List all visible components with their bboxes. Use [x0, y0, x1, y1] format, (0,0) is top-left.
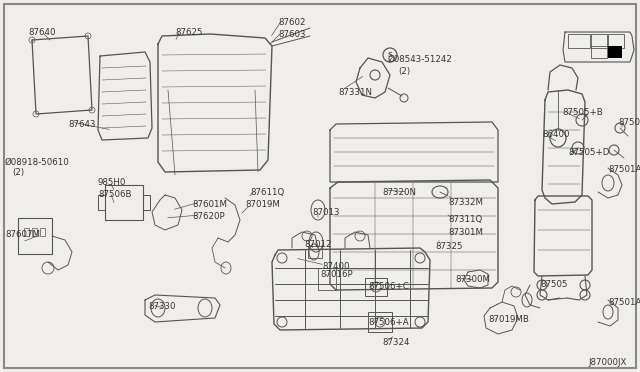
Text: Ø08918-50610: Ø08918-50610 [5, 158, 70, 167]
Text: 87016P: 87016P [320, 270, 353, 279]
Text: 87601M: 87601M [192, 200, 227, 209]
Bar [318, 268, 336, 290]
Text: 87324: 87324 [382, 338, 410, 347]
Bar [24, 228, 29, 236]
Text: S: S [387, 52, 392, 58]
Bar [368, 312, 392, 332]
Text: 87013: 87013 [312, 208, 339, 217]
Text: 87330: 87330 [148, 302, 175, 311]
Text: 87505: 87505 [540, 280, 568, 289]
Text: 87501A: 87501A [608, 298, 640, 307]
Bar [40, 228, 45, 236]
Text: 87640: 87640 [28, 28, 56, 37]
Bar [18, 218, 52, 254]
Text: 87501AA: 87501AA [608, 165, 640, 174]
Text: 87325: 87325 [435, 242, 463, 251]
Text: (2): (2) [398, 67, 410, 76]
Text: (2): (2) [12, 168, 24, 177]
Bar [591, 34, 607, 48]
Text: 87331N: 87331N [338, 88, 372, 97]
Text: 87611Q: 87611Q [250, 188, 284, 197]
Bar [591, 46, 607, 58]
Text: 87602: 87602 [278, 18, 305, 27]
Text: 87506: 87506 [618, 118, 640, 127]
Bar [365, 278, 387, 296]
Text: 87019M: 87019M [245, 200, 280, 209]
Text: 87506B: 87506B [98, 190, 131, 199]
Text: 87300M: 87300M [455, 275, 490, 284]
Text: 87332M: 87332M [448, 198, 483, 207]
Bar [568, 34, 590, 48]
Text: 87625: 87625 [175, 28, 202, 37]
Text: 87506+C: 87506+C [368, 282, 409, 291]
Text: 87320N: 87320N [382, 188, 416, 197]
Text: 985H0: 985H0 [98, 178, 126, 187]
Text: 87311Q: 87311Q [448, 215, 483, 224]
Text: 86400: 86400 [542, 130, 570, 139]
Text: Ø08543-51242: Ø08543-51242 [388, 55, 453, 64]
Bar [308, 246, 322, 258]
Bar [105, 185, 143, 220]
Text: 87301M: 87301M [448, 228, 483, 237]
Text: 87620P: 87620P [192, 212, 225, 221]
Text: 87607M: 87607M [5, 230, 40, 239]
Text: 87505+D: 87505+D [568, 148, 609, 157]
Bar [608, 34, 624, 48]
Text: J87000JX: J87000JX [588, 358, 627, 367]
Text: 87643: 87643 [68, 120, 95, 129]
Bar [608, 46, 622, 58]
Bar [32, 228, 37, 236]
Text: 87012: 87012 [304, 240, 332, 249]
Text: 87506+A: 87506+A [368, 318, 408, 327]
Text: 87603: 87603 [278, 30, 305, 39]
Text: 87505+B: 87505+B [562, 108, 603, 117]
Text: 87019MB: 87019MB [488, 315, 529, 324]
Text: 87400: 87400 [322, 262, 349, 271]
